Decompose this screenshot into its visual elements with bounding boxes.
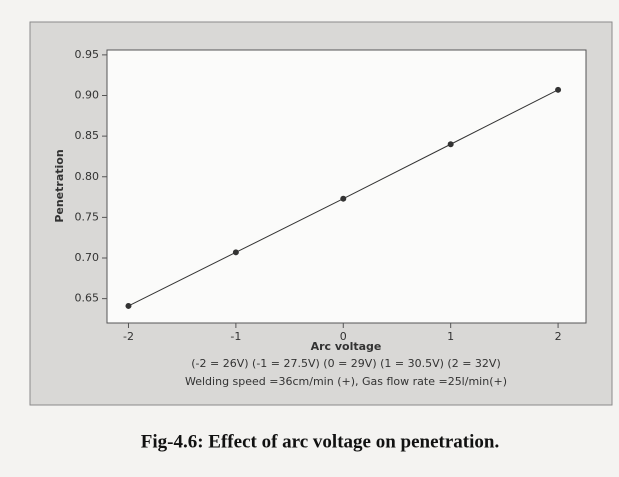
y-tick-label: 0.75 bbox=[75, 210, 100, 223]
y-tick-label: 0.65 bbox=[75, 292, 100, 305]
y-tick-label: 0.90 bbox=[75, 89, 100, 102]
x-tick-label: 1 bbox=[447, 330, 454, 343]
note: (-2 = 26V) (-1 = 27.5V) (0 = 29V) (1 = 3… bbox=[191, 357, 500, 370]
y-tick-label: 0.95 bbox=[75, 48, 100, 61]
data-point bbox=[447, 141, 454, 148]
caption: Fig-4.6: Effect of arc voltage on penetr… bbox=[141, 431, 499, 452]
note: Welding speed =36cm/min (+), Gas flow ra… bbox=[185, 375, 507, 388]
data-point bbox=[125, 302, 132, 309]
y-tick-label: 0.80 bbox=[75, 170, 100, 183]
plot-area bbox=[106, 49, 587, 324]
data-point bbox=[340, 195, 347, 202]
data-point bbox=[232, 249, 239, 256]
x-tick-label: 2 bbox=[555, 330, 562, 343]
y-tick-label: 0.85 bbox=[75, 129, 100, 142]
x-tick-label: -2 bbox=[123, 330, 134, 343]
y-axis-label: Penetration bbox=[53, 149, 66, 222]
data-point bbox=[555, 86, 562, 93]
x-tick-label: 0 bbox=[340, 330, 347, 343]
x-axis-label: Arc voltage bbox=[311, 340, 382, 353]
x-tick-label: -1 bbox=[230, 330, 241, 343]
y-tick-label: 0.70 bbox=[75, 251, 100, 264]
